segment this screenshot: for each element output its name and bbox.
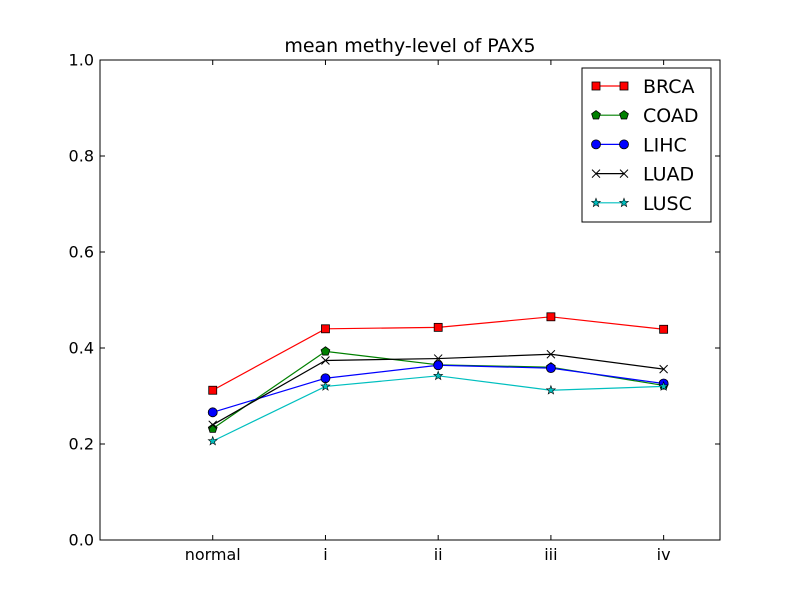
x-tick-label: i	[323, 545, 327, 564]
legend-label-lihc: LIHC	[643, 134, 687, 156]
data-point-luad-normal	[208, 420, 218, 430]
data-point-coad-normal	[207, 423, 218, 433]
legend-item-coad: COAD	[591, 105, 699, 127]
data-point-luad-iii	[546, 349, 556, 359]
series-luad	[208, 349, 668, 430]
y-tick-label: 0.8	[69, 147, 94, 166]
y-tick-label: 0.6	[69, 243, 94, 262]
data-point-lihc-normal	[207, 407, 218, 418]
legend-item-lusc: LUSC	[590, 193, 692, 215]
legend-item-brca: BRCA	[591, 76, 695, 98]
data-point-lusc-iv	[658, 380, 669, 391]
legend-marker-end	[619, 81, 629, 91]
series-lihc	[207, 360, 669, 418]
legend-marker-start	[591, 81, 601, 91]
chart-title: mean methy-level of PAX5	[284, 35, 535, 57]
legend: BRCA COAD LIHC LUAD LUSC	[581, 67, 712, 223]
legend-marker-end	[619, 110, 629, 120]
x-tick-label: iii	[544, 545, 557, 564]
data-point-brca-i	[321, 324, 330, 334]
series-brca	[208, 312, 669, 395]
x-tick-label: iv	[657, 545, 671, 564]
y-tick-label: 0.2	[69, 435, 94, 454]
legend-marker-start	[591, 139, 601, 150]
data-point-lusc-normal	[207, 435, 218, 446]
legend-marker-start	[591, 110, 601, 120]
data-point-luad-iv	[659, 364, 668, 374]
legend-item-lihc: LIHC	[591, 134, 687, 156]
y-tick-label: 0.0	[69, 531, 94, 550]
x-tick-label: ii	[434, 545, 443, 564]
legend-marker-start	[591, 169, 601, 178]
data-point-lusc-iii	[545, 384, 557, 395]
legend-marker-end	[618, 197, 630, 208]
data-point-coad-i	[320, 346, 331, 356]
x-tick-label: normal	[185, 545, 241, 564]
legend-item-luad: LUAD	[591, 164, 694, 186]
data-point-brca-normal	[208, 385, 218, 395]
data-point-lusc-i	[320, 380, 331, 391]
legend-marker-end	[619, 139, 629, 150]
data-point-brca-iii	[546, 312, 556, 322]
data-point-luad-i	[321, 356, 330, 365]
legend-label-coad: COAD	[643, 105, 699, 127]
legend-label-lusc: LUSC	[643, 193, 692, 215]
y-tick-label: 0.4	[69, 339, 94, 358]
y-tick-label: 1.0	[69, 51, 94, 70]
data-point-luad-ii	[433, 354, 443, 363]
series-lusc	[207, 370, 669, 446]
legend-frame	[581, 67, 712, 223]
data-point-lusc-ii	[432, 370, 444, 381]
data-point-brca-ii	[433, 322, 443, 332]
series-coad	[207, 346, 669, 433]
legend-marker-end	[619, 169, 629, 178]
legend-label-brca: BRCA	[643, 76, 695, 98]
legend-label-luad: LUAD	[643, 164, 694, 186]
data-point-lihc-iii	[546, 363, 556, 374]
plot-frame	[99, 59, 721, 541]
data-point-brca-iv	[659, 324, 669, 334]
data-point-lihc-ii	[433, 360, 444, 371]
legend-marker-start	[590, 197, 602, 208]
